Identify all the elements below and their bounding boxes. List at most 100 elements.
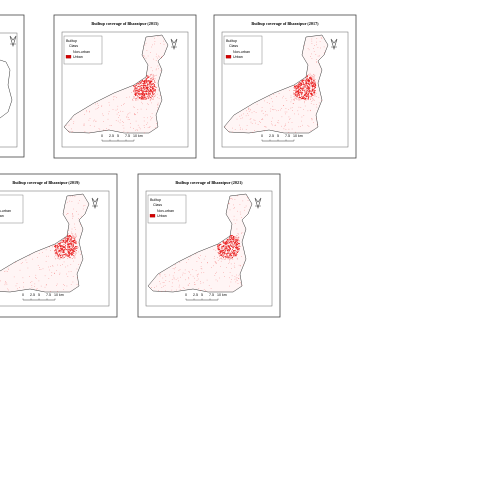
urban-pixel — [302, 91, 303, 93]
urban-pixel — [309, 77, 310, 79]
urban-pixel — [27, 267, 29, 269]
urban-pixel — [142, 96, 143, 98]
urban-pixel — [15, 262, 16, 263]
urban-pixel — [8, 269, 9, 270]
urban-pixel — [154, 127, 156, 128]
urban-pixel — [228, 246, 229, 248]
urban-pixel — [178, 280, 179, 282]
urban-pixel — [127, 131, 129, 133]
urban-pixel — [148, 83, 150, 85]
urban-pixel — [146, 80, 148, 81]
urban-pixel — [244, 207, 246, 208]
urban-pixel — [60, 246, 61, 248]
urban-pixel — [65, 240, 67, 242]
urban-pixel — [299, 97, 301, 99]
urban-pixel — [228, 248, 230, 250]
legend-box — [63, 35, 103, 65]
urban-pixel — [65, 240, 67, 242]
urban-pixel — [54, 272, 55, 274]
urban-pixel — [138, 94, 140, 96]
urban-pixel — [247, 114, 249, 116]
urban-pixel — [73, 250, 75, 252]
urban-pixel — [140, 82, 141, 84]
urban-pixel — [71, 228, 73, 230]
urban-pixel — [173, 278, 175, 280]
urban-pixel — [229, 238, 231, 240]
urban-pixel — [220, 251, 222, 253]
urban-pixel — [239, 204, 241, 205]
urban-pixel — [271, 98, 272, 99]
urban-pixel — [144, 93, 146, 95]
urban-pixel — [235, 245, 237, 247]
urban-pixel — [300, 98, 302, 99]
legend-item: Non-urban — [0, 209, 11, 213]
urban-pixel — [235, 247, 237, 249]
urban-pixel — [71, 251, 73, 253]
urban-pixel — [302, 88, 304, 89]
urban-pixel — [75, 233, 76, 234]
urban-pixel — [229, 261, 230, 263]
urban-pixel — [294, 85, 295, 87]
urban-pixel — [179, 289, 181, 290]
urban-pixel — [232, 252, 234, 254]
urban-pixel — [150, 98, 152, 100]
urban-pixel — [302, 96, 304, 98]
urban-pixel — [224, 252, 225, 253]
urban-pixel — [216, 271, 217, 273]
urban-pixel — [227, 256, 229, 258]
urban-pixel — [309, 84, 311, 86]
urban-pixel — [301, 88, 303, 90]
urban-pixel — [309, 91, 310, 93]
urban-pixel — [223, 252, 225, 254]
urban-pixel — [134, 113, 135, 115]
urban-pixel — [314, 81, 316, 83]
urban-pixel — [146, 81, 148, 82]
urban-pixel — [64, 241, 66, 243]
urban-pixel — [135, 98, 137, 99]
urban-pixel — [226, 248, 228, 249]
urban-pixel — [74, 253, 76, 255]
legend-swatch — [149, 214, 156, 218]
urban-pixel — [67, 265, 69, 267]
urban-pixel — [106, 128, 107, 129]
urban-pixel — [300, 107, 302, 108]
urban-pixel — [152, 78, 154, 80]
urban-pixel — [272, 101, 273, 103]
urban-pixel — [64, 237, 66, 239]
district — [147, 193, 253, 293]
urban-pixel — [221, 258, 222, 260]
urban-pixel — [108, 113, 109, 115]
urban-pixel — [225, 243, 227, 245]
urban-pixel — [213, 265, 214, 267]
urban-pixel — [139, 128, 141, 130]
urban-pixel — [297, 94, 299, 96]
urban-pixel — [313, 92, 315, 93]
urban-pixel — [262, 113, 264, 114]
urban-pixel — [145, 97, 147, 99]
urban-pixel — [234, 223, 236, 224]
urban-pixel — [62, 264, 63, 265]
urban-pixel — [70, 243, 71, 244]
urban-pixel — [224, 126, 226, 128]
urban-pixel — [161, 287, 163, 288]
urban-pixel — [37, 265, 39, 266]
urban-pixel — [58, 248, 60, 250]
urban-pixel — [264, 126, 265, 127]
urban-pixel — [151, 113, 153, 114]
urban-pixel — [222, 241, 224, 243]
legend-swatch — [150, 209, 155, 213]
urban-pixel — [188, 259, 189, 260]
urban-pixel — [312, 84, 314, 86]
urban-pixel — [174, 268, 175, 270]
urban-pixel — [238, 275, 240, 277]
urban-pixel — [71, 244, 72, 246]
urban-pixel — [276, 96, 277, 97]
urban-pixel — [153, 89, 155, 91]
urban-pixel — [290, 97, 292, 98]
urban-pixel — [304, 89, 306, 91]
urban-pixel — [237, 239, 239, 240]
urban-pixel — [228, 257, 230, 259]
urban-pixel — [312, 99, 314, 101]
urban-pixel — [233, 237, 235, 239]
urban-pixel — [314, 95, 316, 97]
